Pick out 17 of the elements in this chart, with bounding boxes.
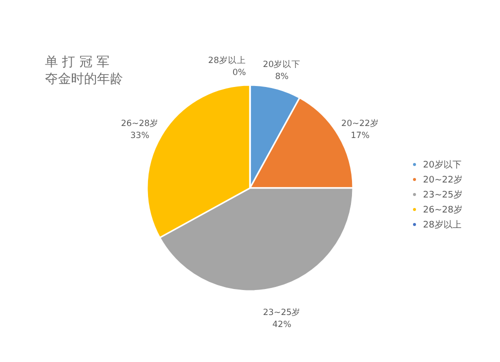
text: 夺金时的年龄 bbox=[45, 72, 123, 87]
chart-title: 单 打 冠 军 bbox=[45, 55, 110, 70]
data-label: 8% bbox=[275, 72, 289, 82]
text: 0% bbox=[232, 68, 246, 78]
legend-label: 26~28岁 bbox=[423, 204, 462, 216]
slice-label: 20~22岁 bbox=[341, 118, 380, 129]
category-label: 28岁以上 bbox=[208, 56, 246, 66]
legend-label: 23~25岁 bbox=[423, 190, 462, 200]
data-label: 33% bbox=[130, 130, 150, 141]
data-label: 42% bbox=[272, 320, 292, 330]
slice-label: 23~25岁 bbox=[262, 306, 301, 318]
slice-label: 20岁以下 bbox=[262, 59, 301, 70]
data-label: 17% bbox=[350, 130, 370, 141]
legend-label: 28岁以上 bbox=[423, 220, 462, 230]
legend-label: 20~22岁 bbox=[423, 174, 462, 186]
slice-label: 26~28岁 bbox=[120, 118, 159, 129]
legend-label: 20岁以下 bbox=[423, 160, 462, 170]
